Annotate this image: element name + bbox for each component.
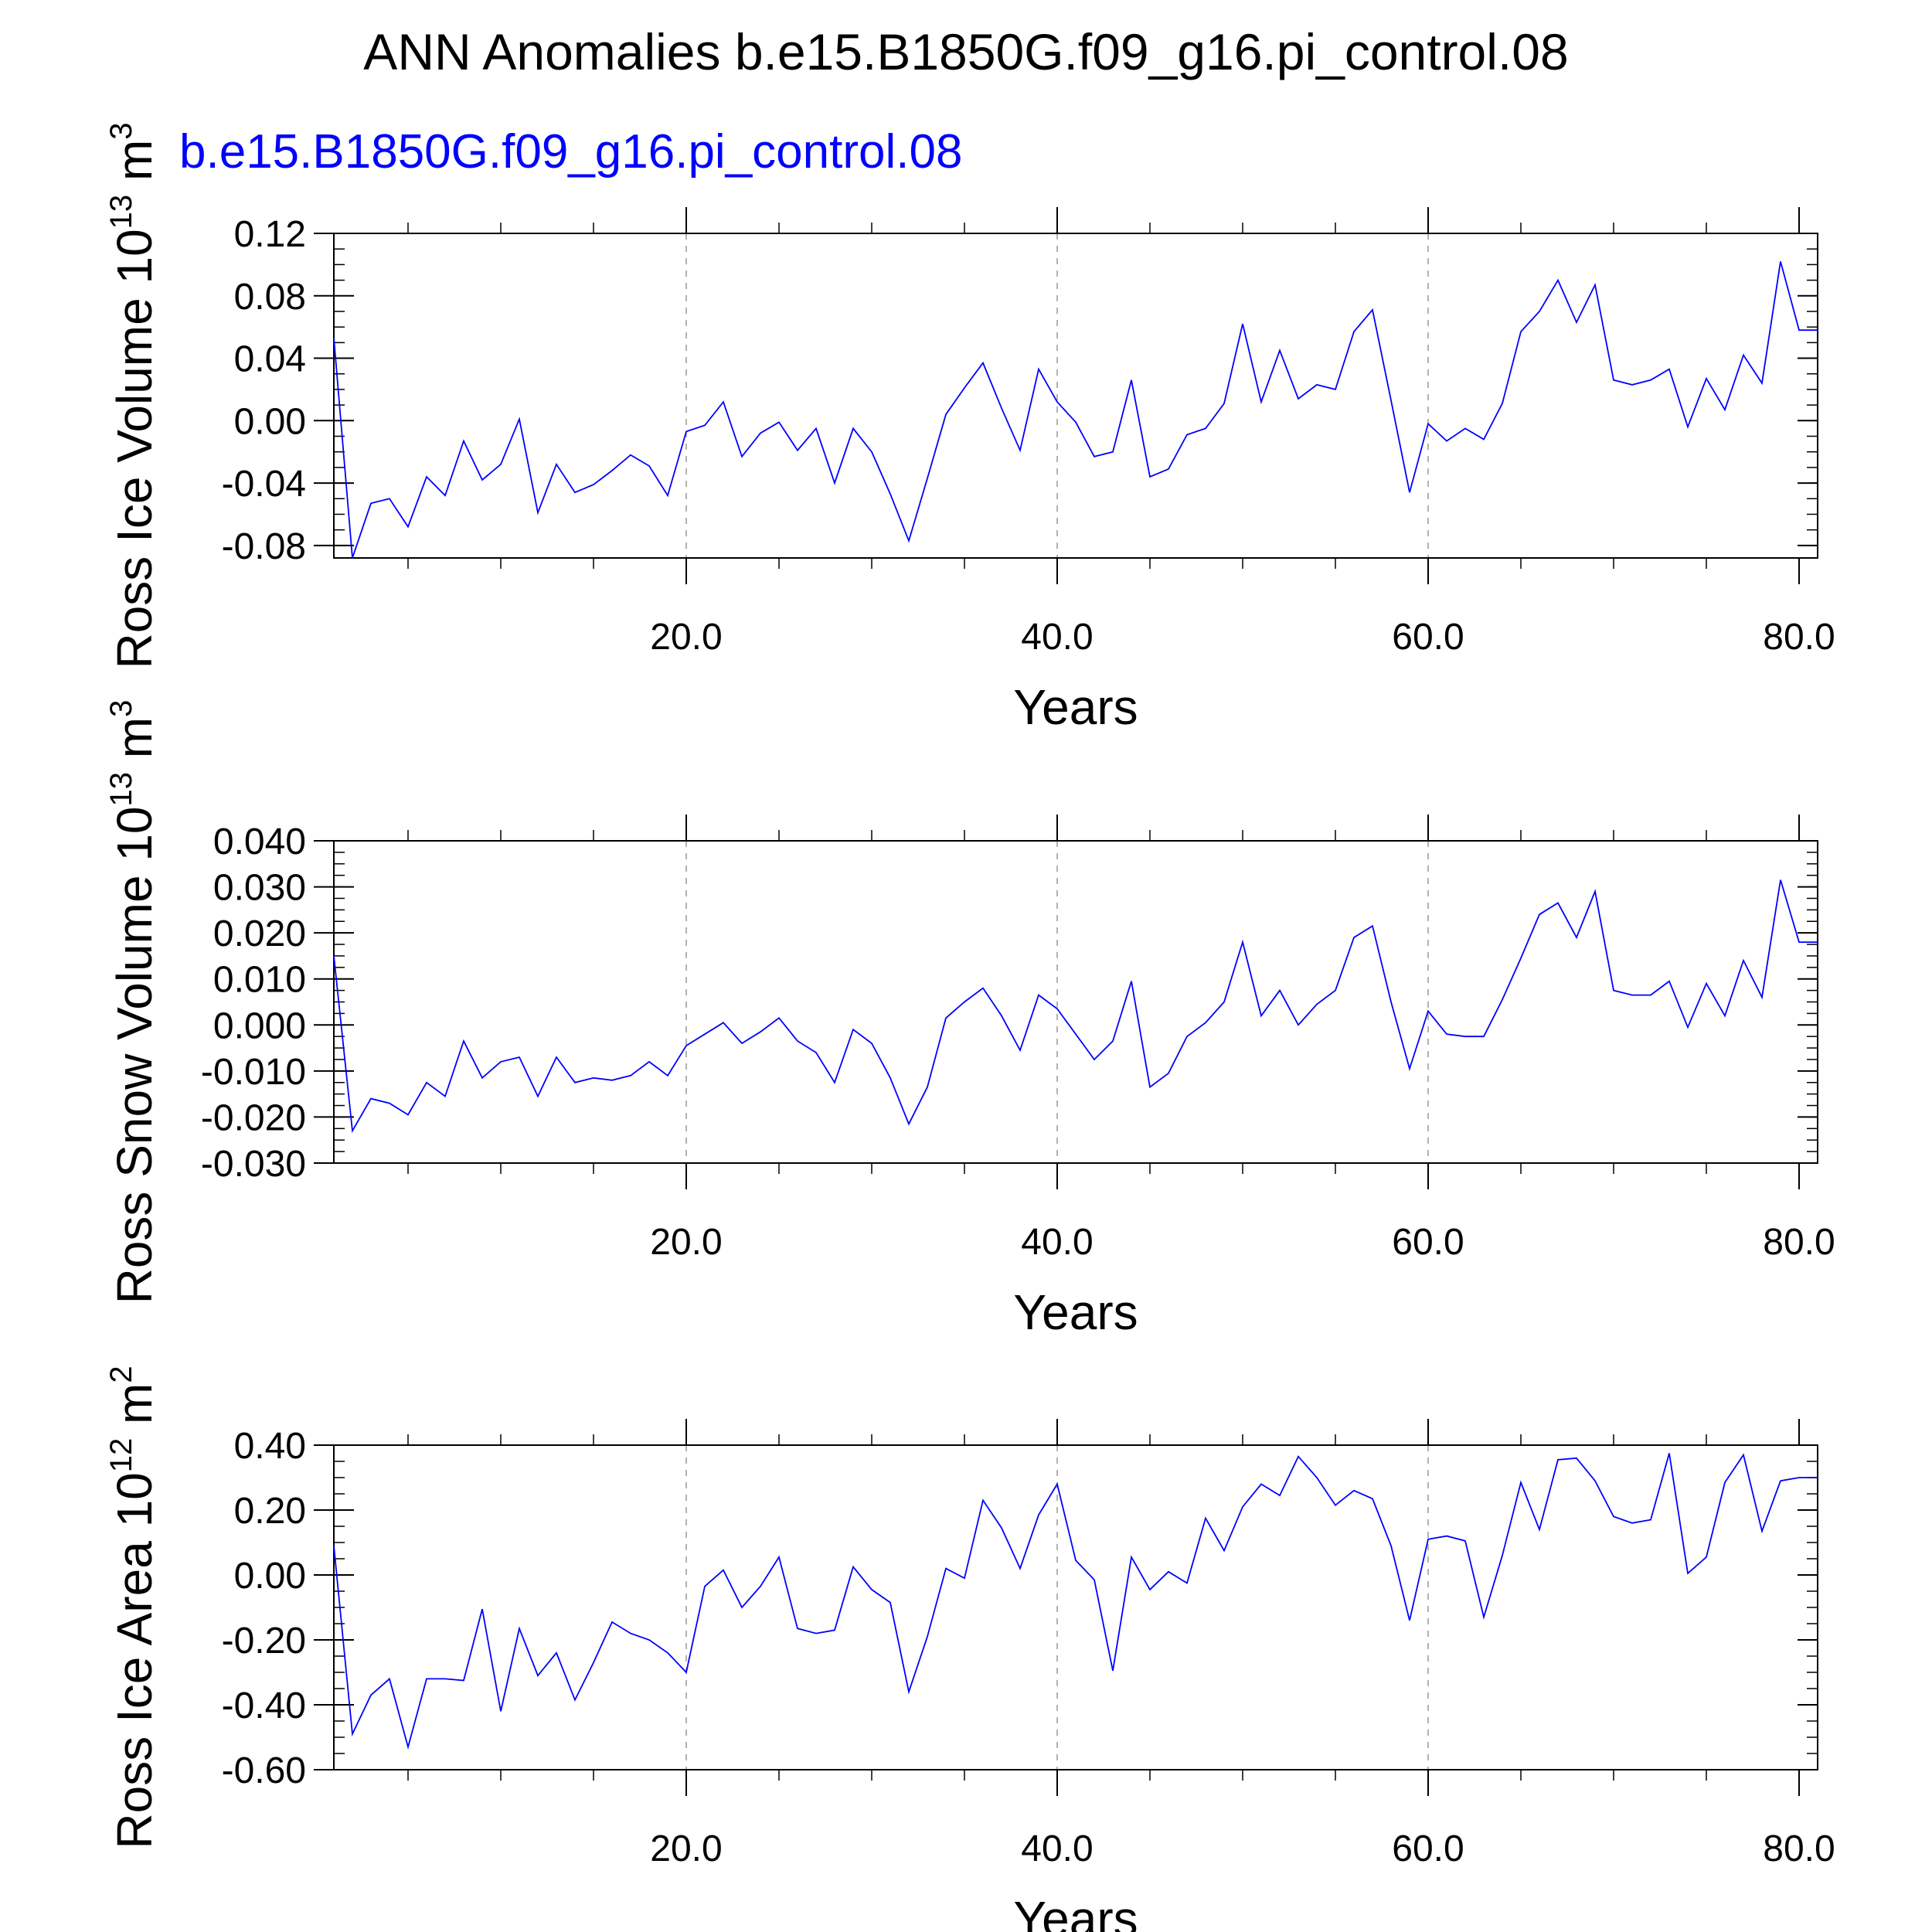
y-tick-label: 0.040 — [213, 821, 306, 862]
x-tick-label: 40.0 — [1021, 1222, 1093, 1263]
case-label: b.e15.B1850G.f09_g16.pi_control.08 — [179, 125, 962, 179]
x-tick-label: 20.0 — [650, 1222, 722, 1263]
plot-frame — [333, 1444, 1818, 1770]
x-tick-label: 80.0 — [1763, 1828, 1835, 1869]
y-tick-label: -0.20 — [222, 1621, 306, 1662]
panel-3: 0.40 0.20 0.00 -0.20 -0.40 -0.60 20.0 40.0 60.0 8… — [104, 1366, 1835, 1932]
y-tick-label: -0.08 — [222, 526, 306, 567]
plot-frame — [333, 840, 1818, 1164]
y-tick-label: -0.030 — [201, 1144, 306, 1185]
y-tick-label: -0.40 — [222, 1685, 306, 1726]
x-tick-label: 60.0 — [1392, 1828, 1464, 1869]
y-tick-label: 0.12 — [234, 214, 306, 255]
y-axis-label-text: Ross Ice Volume 10 — [107, 229, 162, 668]
y-tick-label: -0.04 — [222, 464, 306, 505]
y-axis-label-exponent: 13 — [104, 772, 138, 807]
y-axis-label: Ross Ice Volume 1013 m3 — [104, 122, 162, 668]
y-axis-label-unit-exponent: 3 — [104, 700, 138, 717]
y-tick-label: -0.60 — [222, 1750, 306, 1791]
y-axis-label-unit-exponent: 3 — [104, 122, 138, 139]
y-axis-label-unit: m — [107, 1383, 162, 1438]
y-tick-label: 0.030 — [213, 868, 306, 909]
y-tick-label: 0.000 — [213, 1005, 306, 1046]
x-tick-label: 80.0 — [1763, 1222, 1835, 1263]
y-axis-label-unit: m — [107, 717, 162, 772]
y-axis-label-text: Ross Snow Volume 10 — [107, 806, 162, 1304]
x-tick-label: 20.0 — [650, 1828, 722, 1869]
y-axis-label-text: Ross Ice Area 10 — [107, 1472, 162, 1849]
x-tick-label: 60.0 — [1392, 617, 1464, 658]
y-axis-label: Ross Ice Area 1012 m2 — [104, 1366, 162, 1849]
y-tick-label: 0.00 — [234, 1556, 306, 1597]
y-tick-label: 0.04 — [234, 339, 306, 380]
x-tick-label: 20.0 — [650, 617, 722, 658]
x-axis-label: Years — [1013, 1891, 1138, 1932]
y-tick-label: 0.020 — [213, 913, 306, 954]
y-tick-label: -0.010 — [201, 1052, 306, 1093]
y-tick-label: 0.40 — [234, 1426, 306, 1467]
x-tick-label: 40.0 — [1021, 1828, 1093, 1869]
x-axis-label: Years — [1013, 679, 1138, 735]
y-tick-label: 0.00 — [234, 401, 306, 442]
chart-title: ANN Anomalies b.e15.B1850G.f09_g16.pi_co… — [363, 23, 1568, 80]
plot-frame — [333, 233, 1818, 559]
series-line — [333, 261, 1818, 559]
y-tick-label: 0.08 — [234, 277, 306, 318]
series-line — [333, 879, 1818, 1134]
y-axis-label-unit: m — [107, 140, 162, 195]
series-line — [333, 1453, 1818, 1750]
x-tick-label: 80.0 — [1763, 617, 1835, 658]
y-tick-label: -0.020 — [201, 1097, 306, 1138]
y-axis-label: Ross Snow Volume 1013 m3 — [104, 700, 162, 1304]
x-tick-label: 60.0 — [1392, 1222, 1464, 1263]
x-axis-label: Years — [1013, 1284, 1138, 1340]
y-axis-label-exponent: 12 — [104, 1438, 138, 1473]
panel-1: 0.12 0.08 0.04 0.00 -0.04 -0.08 20.0 40.0 60.0 80… — [104, 122, 1835, 735]
x-tick-label: 40.0 — [1021, 617, 1093, 658]
y-axis-label-exponent: 13 — [104, 195, 138, 230]
y-tick-label: 0.20 — [234, 1491, 306, 1532]
y-axis-label-unit-exponent: 2 — [104, 1366, 138, 1383]
y-tick-label: 0.010 — [213, 960, 306, 1001]
